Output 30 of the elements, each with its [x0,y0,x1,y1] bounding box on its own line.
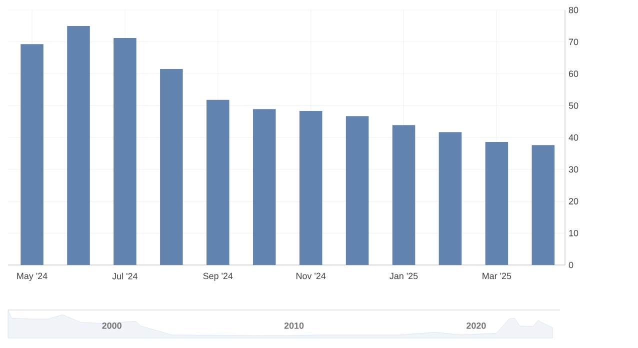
x-tick-label: 2010 [284,322,304,329]
y-tick-label: 60 [568,70,578,77]
bar [485,142,508,265]
x-tick-label: 2000 [102,322,122,329]
bar [252,109,276,265]
bar [114,38,136,265]
bar [532,145,555,265]
x-tick-label: Sep '24 [203,272,233,281]
bar [67,26,90,265]
x-tick-label: Mar '25 [482,272,512,280]
y-tick-label: 70 [568,38,578,46]
y-tick-label: 80 [568,6,578,14]
x-tick-label: Jan '25 [390,272,418,280]
y-tick-label: 30 [568,166,578,173]
bar [299,111,322,265]
bar [206,100,230,265]
bar [438,132,462,265]
x-tick-label: Nov '24 [296,272,326,280]
y-tick-label: 0 [568,262,574,268]
bar [392,125,416,265]
y-tick-label: 50 [568,102,578,109]
x-tick-label: 2020 [466,322,486,329]
y-tick-label: 10 [569,230,578,236]
y-tick-label: 20 [568,198,578,204]
x-tick-label: Jul '24 [112,272,138,280]
bar [20,44,44,265]
y-tick-label: 40 [568,134,578,141]
x-tick-label: May '24 [17,272,48,281]
bar [160,68,183,265]
bar [346,116,369,265]
